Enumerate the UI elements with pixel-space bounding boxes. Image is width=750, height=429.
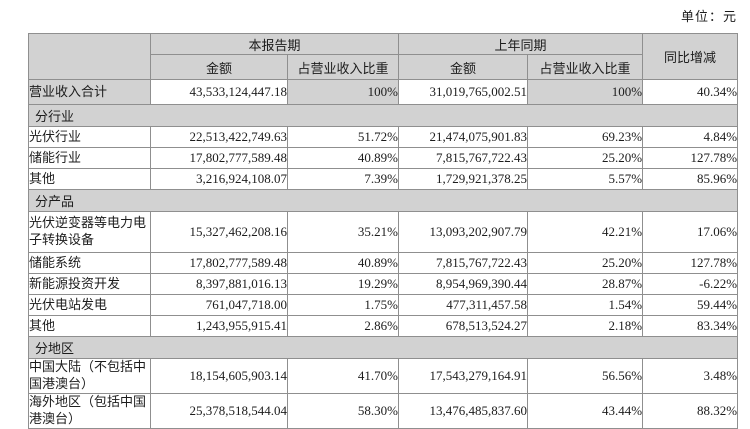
section-header-by-product: 分产品 — [27, 189, 739, 212]
yoy-cell: 83.34% — [642, 315, 739, 337]
header-row-periods: 本报告期 上年同期 同比增减 — [28, 33, 739, 80]
amount-cell-current: 43,533,124,447.18 — [150, 79, 288, 105]
row-label-cell: 营业收入合计 — [28, 79, 151, 105]
amount-cell-prior: 17,543,279,164.91 — [398, 358, 529, 394]
share-cell-current: 40.89% — [286, 252, 400, 274]
amount-header-current: 金额 — [150, 54, 288, 80]
amount-cell-current: 17,802,777,589.48 — [150, 147, 288, 169]
table-row-storage-industry: 储能行业 17,802,777,589.48 40.89% 7,815,767,… — [28, 147, 739, 169]
row-label-cell: 光伏逆变器等电力电子转换设备 — [28, 211, 151, 253]
share-cell-current: 35.21% — [286, 211, 400, 253]
yoy-cell: 85.96% — [642, 168, 739, 190]
share-cell-current: 100% — [286, 79, 400, 105]
yoy-cell: 88.32% — [642, 392, 739, 429]
corner-empty-cell — [28, 33, 151, 80]
unit-label: 单位：元 — [680, 9, 737, 24]
share-cell-prior: 42.21% — [527, 211, 644, 253]
row-label-cell: 其他 — [28, 315, 151, 337]
share-header-current: 占营业收入比重 — [286, 54, 400, 80]
share-cell-prior: 28.87% — [527, 273, 644, 295]
yoy-cell: 4.84% — [642, 126, 739, 148]
share-cell-prior: 25.20% — [527, 147, 644, 169]
row-label-cell: 储能系统 — [28, 252, 151, 274]
yoy-cell: -6.22% — [642, 273, 739, 295]
share-cell-current: 2.86% — [286, 315, 400, 337]
amount-cell-prior: 13,476,485,837.60 — [398, 392, 529, 429]
share-cell-prior: 25.20% — [527, 252, 644, 274]
revenue-breakdown-table: 本报告期 上年同期 同比增减 金额 占营业收入比重 金额 占营业收入比重 营业收… — [27, 33, 739, 429]
share-cell-current: 58.30% — [286, 392, 400, 429]
amount-cell-current: 3,216,924,108.07 — [150, 168, 288, 190]
current-period-header: 本报告期 — [149, 33, 400, 55]
table-row-new-energy-investment: 新能源投资开发 8,397,881,016.13 19.29% 8,954,96… — [28, 273, 739, 295]
share-cell-current: 19.29% — [286, 273, 400, 295]
share-cell-prior: 100% — [527, 79, 644, 105]
share-cell-current: 40.89% — [286, 147, 400, 169]
amount-cell-current: 1,243,955,915.41 — [150, 315, 288, 337]
section-title: 分产品 — [27, 189, 739, 212]
share-cell-prior: 2.18% — [527, 315, 644, 337]
yoy-cell: 127.78% — [642, 147, 739, 169]
amount-cell-current: 761,047,718.00 — [150, 294, 288, 316]
yoy-cell: 59.44% — [642, 294, 739, 316]
table-row-total-revenue: 营业收入合计 43,533,124,447.18 100% 31,019,765… — [28, 79, 739, 105]
share-cell-current: 41.70% — [286, 358, 400, 394]
amount-cell-prior: 8,954,969,390.44 — [398, 273, 529, 295]
row-label-cell: 光伏电站发电 — [28, 294, 151, 316]
share-cell-prior: 69.23% — [527, 126, 644, 148]
table-row-overseas: 海外地区（包括中国港澳台） 25,378,518,544.04 58.30% 1… — [28, 392, 739, 429]
section-title: 分行业 — [27, 104, 739, 127]
section-header-by-industry: 分行业 — [27, 104, 739, 127]
share-cell-current: 1.75% — [286, 294, 400, 316]
table-row-storage-systems: 储能系统 17,802,777,589.48 40.89% 7,815,767,… — [28, 252, 739, 274]
row-label-cell: 中国大陆（不包括中国港澳台） — [28, 358, 151, 394]
table-row-pv-inverters: 光伏逆变器等电力电子转换设备 15,327,462,208.16 35.21% … — [28, 211, 739, 253]
yoy-cell: 40.34% — [642, 79, 739, 105]
amount-cell-current: 15,327,462,208.16 — [150, 211, 288, 253]
share-cell-prior: 5.57% — [527, 168, 644, 190]
yoy-cell: 17.06% — [642, 211, 739, 253]
table-row-mainland-china: 中国大陆（不包括中国港澳台） 18,154,605,903.14 41.70% … — [28, 358, 739, 394]
row-label-cell: 储能行业 — [28, 147, 151, 169]
yoy-change-header: 同比增减 — [642, 33, 739, 80]
share-cell-current: 7.39% — [286, 168, 400, 190]
amount-cell-current: 22,513,422,749.63 — [150, 126, 288, 148]
section-header-by-region: 分地区 — [27, 336, 739, 359]
prior-period-header: 上年同期 — [398, 33, 644, 55]
amount-cell-prior: 13,093,202,907.79 — [398, 211, 529, 253]
share-cell-prior: 1.54% — [527, 294, 644, 316]
amount-cell-prior: 7,815,767,722.43 — [398, 252, 529, 274]
table-row-other-product: 其他 1,243,955,915.41 2.86% 678,513,524.27… — [28, 315, 739, 337]
amount-cell-current: 8,397,881,016.13 — [150, 273, 288, 295]
amount-cell-current: 25,378,518,544.04 — [150, 392, 288, 429]
row-label-cell: 其他 — [28, 168, 151, 190]
amount-cell-prior: 31,019,765,002.51 — [398, 79, 529, 105]
row-label-cell: 光伏行业 — [28, 126, 151, 148]
row-label-cell: 新能源投资开发 — [28, 273, 151, 295]
amount-cell-prior: 21,474,075,901.83 — [398, 126, 529, 148]
amount-cell-current: 17,802,777,589.48 — [150, 252, 288, 274]
header-row-measures: 金额 占营业收入比重 金额 占营业收入比重 — [29, 54, 738, 80]
table-row-pv-power-generation: 光伏电站发电 761,047,718.00 1.75% 477,311,457.… — [28, 294, 739, 316]
amount-cell-prior: 7,815,767,722.43 — [398, 147, 529, 169]
share-cell-current: 51.72% — [286, 126, 400, 148]
share-cell-prior: 56.56% — [527, 358, 644, 394]
row-label-cell: 海外地区（包括中国港澳台） — [28, 392, 151, 429]
amount-cell-current: 18,154,605,903.14 — [150, 358, 288, 394]
table-row-other-industry: 其他 3,216,924,108.07 7.39% 1,729,921,378.… — [28, 168, 739, 190]
section-title: 分地区 — [27, 336, 739, 359]
amount-cell-prior: 477,311,457.58 — [398, 294, 529, 316]
yoy-cell: 3.48% — [642, 358, 739, 394]
share-cell-prior: 43.44% — [527, 392, 644, 429]
amount-header-prior: 金额 — [398, 54, 529, 80]
table-row-pv-industry: 光伏行业 22,513,422,749.63 51.72% 21,474,075… — [28, 126, 739, 148]
amount-cell-prior: 678,513,524.27 — [398, 315, 529, 337]
yoy-cell: 127.78% — [642, 252, 739, 274]
share-header-prior: 占营业收入比重 — [527, 54, 644, 80]
amount-cell-prior: 1,729,921,378.25 — [398, 168, 529, 190]
